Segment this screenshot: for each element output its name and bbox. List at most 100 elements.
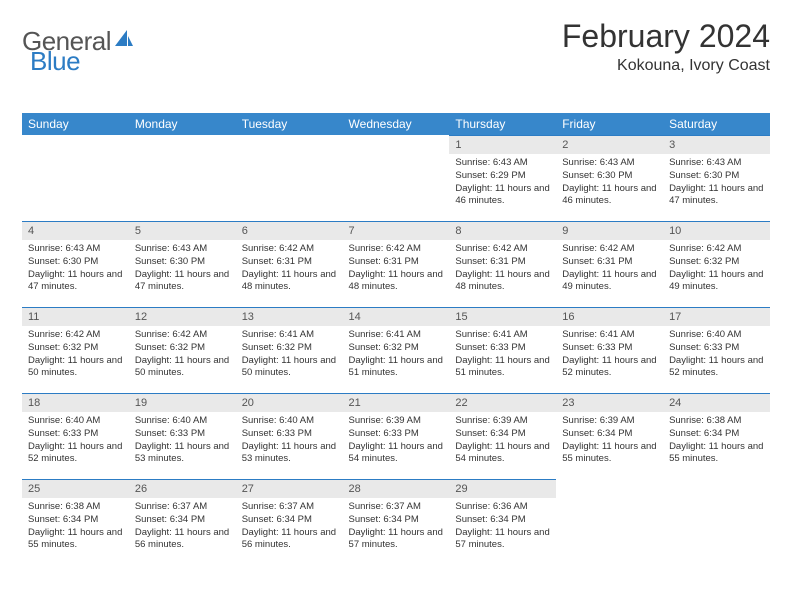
day-details: Sunrise: 6:40 AMSunset: 6:33 PMDaylight:… xyxy=(663,326,770,386)
calendar-cell: 29Sunrise: 6:36 AMSunset: 6:34 PMDayligh… xyxy=(449,479,556,565)
day-details: Sunrise: 6:36 AMSunset: 6:34 PMDaylight:… xyxy=(449,498,556,558)
title-block: February 2024 Kokouna, Ivory Coast xyxy=(562,18,770,75)
logo-sail-icon xyxy=(113,28,135,55)
calendar-cell: 14Sunrise: 6:41 AMSunset: 6:32 PMDayligh… xyxy=(343,307,450,393)
day-details: Sunrise: 6:37 AMSunset: 6:34 PMDaylight:… xyxy=(129,498,236,558)
calendar-cell: 28Sunrise: 6:37 AMSunset: 6:34 PMDayligh… xyxy=(343,479,450,565)
logo-blue-row: Blue xyxy=(30,46,80,77)
day-number: 23 xyxy=(556,393,663,412)
calendar-header-row: SundayMondayTuesdayWednesdayThursdayFrid… xyxy=(22,113,770,135)
day-number: 13 xyxy=(236,307,343,326)
day-number: 29 xyxy=(449,479,556,498)
calendar-cell: 16Sunrise: 6:41 AMSunset: 6:33 PMDayligh… xyxy=(556,307,663,393)
calendar-row: 11Sunrise: 6:42 AMSunset: 6:32 PMDayligh… xyxy=(22,307,770,393)
day-details: Sunrise: 6:43 AMSunset: 6:30 PMDaylight:… xyxy=(663,154,770,214)
day-details: Sunrise: 6:37 AMSunset: 6:34 PMDaylight:… xyxy=(236,498,343,558)
day-details: Sunrise: 6:38 AMSunset: 6:34 PMDaylight:… xyxy=(663,412,770,472)
month-title: February 2024 xyxy=(562,18,770,55)
day-details: Sunrise: 6:39 AMSunset: 6:33 PMDaylight:… xyxy=(343,412,450,472)
day-number: 14 xyxy=(343,307,450,326)
day-details: Sunrise: 6:43 AMSunset: 6:29 PMDaylight:… xyxy=(449,154,556,214)
calendar-cell: 23Sunrise: 6:39 AMSunset: 6:34 PMDayligh… xyxy=(556,393,663,479)
day-details: Sunrise: 6:42 AMSunset: 6:32 PMDaylight:… xyxy=(22,326,129,386)
day-number: 19 xyxy=(129,393,236,412)
day-number: 16 xyxy=(556,307,663,326)
day-details: Sunrise: 6:42 AMSunset: 6:32 PMDaylight:… xyxy=(129,326,236,386)
day-details: Sunrise: 6:41 AMSunset: 6:33 PMDaylight:… xyxy=(449,326,556,386)
calendar-cell xyxy=(663,479,770,565)
day-number: 10 xyxy=(663,221,770,240)
day-details: Sunrise: 6:42 AMSunset: 6:31 PMDaylight:… xyxy=(449,240,556,300)
day-number: 18 xyxy=(22,393,129,412)
day-details: Sunrise: 6:43 AMSunset: 6:30 PMDaylight:… xyxy=(556,154,663,214)
calendar-cell xyxy=(343,135,450,221)
calendar-cell: 13Sunrise: 6:41 AMSunset: 6:32 PMDayligh… xyxy=(236,307,343,393)
day-details: Sunrise: 6:41 AMSunset: 6:33 PMDaylight:… xyxy=(556,326,663,386)
day-number: 22 xyxy=(449,393,556,412)
day-number: 3 xyxy=(663,135,770,154)
calendar-table: SundayMondayTuesdayWednesdayThursdayFrid… xyxy=(22,113,770,565)
calendar-cell: 15Sunrise: 6:41 AMSunset: 6:33 PMDayligh… xyxy=(449,307,556,393)
day-details: Sunrise: 6:37 AMSunset: 6:34 PMDaylight:… xyxy=(343,498,450,558)
calendar-cell: 17Sunrise: 6:40 AMSunset: 6:33 PMDayligh… xyxy=(663,307,770,393)
calendar-row: 1Sunrise: 6:43 AMSunset: 6:29 PMDaylight… xyxy=(22,135,770,221)
calendar-cell: 12Sunrise: 6:42 AMSunset: 6:32 PMDayligh… xyxy=(129,307,236,393)
calendar-row: 4Sunrise: 6:43 AMSunset: 6:30 PMDaylight… xyxy=(22,221,770,307)
day-details: Sunrise: 6:41 AMSunset: 6:32 PMDaylight:… xyxy=(236,326,343,386)
calendar-cell xyxy=(22,135,129,221)
day-number: 2 xyxy=(556,135,663,154)
day-number: 15 xyxy=(449,307,556,326)
day-number: 9 xyxy=(556,221,663,240)
calendar-cell: 19Sunrise: 6:40 AMSunset: 6:33 PMDayligh… xyxy=(129,393,236,479)
day-number: 24 xyxy=(663,393,770,412)
weekday-header: Wednesday xyxy=(343,113,450,135)
day-details: Sunrise: 6:41 AMSunset: 6:32 PMDaylight:… xyxy=(343,326,450,386)
calendar-body: 1Sunrise: 6:43 AMSunset: 6:29 PMDaylight… xyxy=(22,135,770,565)
calendar-cell: 10Sunrise: 6:42 AMSunset: 6:32 PMDayligh… xyxy=(663,221,770,307)
day-details: Sunrise: 6:42 AMSunset: 6:31 PMDaylight:… xyxy=(556,240,663,300)
logo-text-blue: Blue xyxy=(30,46,80,76)
calendar-cell: 6Sunrise: 6:42 AMSunset: 6:31 PMDaylight… xyxy=(236,221,343,307)
calendar-cell: 25Sunrise: 6:38 AMSunset: 6:34 PMDayligh… xyxy=(22,479,129,565)
day-number: 20 xyxy=(236,393,343,412)
day-details: Sunrise: 6:39 AMSunset: 6:34 PMDaylight:… xyxy=(556,412,663,472)
day-details: Sunrise: 6:42 AMSunset: 6:31 PMDaylight:… xyxy=(236,240,343,300)
day-details: Sunrise: 6:40 AMSunset: 6:33 PMDaylight:… xyxy=(236,412,343,472)
day-number: 4 xyxy=(22,221,129,240)
day-details: Sunrise: 6:42 AMSunset: 6:32 PMDaylight:… xyxy=(663,240,770,300)
day-number: 6 xyxy=(236,221,343,240)
calendar-cell: 8Sunrise: 6:42 AMSunset: 6:31 PMDaylight… xyxy=(449,221,556,307)
calendar-cell: 26Sunrise: 6:37 AMSunset: 6:34 PMDayligh… xyxy=(129,479,236,565)
day-details: Sunrise: 6:39 AMSunset: 6:34 PMDaylight:… xyxy=(449,412,556,472)
calendar-cell xyxy=(236,135,343,221)
day-number: 28 xyxy=(343,479,450,498)
weekday-header: Saturday xyxy=(663,113,770,135)
header: General February 2024 Kokouna, Ivory Coa… xyxy=(22,18,770,75)
weekday-header: Tuesday xyxy=(236,113,343,135)
calendar-cell: 7Sunrise: 6:42 AMSunset: 6:31 PMDaylight… xyxy=(343,221,450,307)
day-number: 27 xyxy=(236,479,343,498)
calendar-cell: 5Sunrise: 6:43 AMSunset: 6:30 PMDaylight… xyxy=(129,221,236,307)
day-number: 26 xyxy=(129,479,236,498)
calendar-row: 18Sunrise: 6:40 AMSunset: 6:33 PMDayligh… xyxy=(22,393,770,479)
day-number: 5 xyxy=(129,221,236,240)
day-number: 8 xyxy=(449,221,556,240)
day-number: 25 xyxy=(22,479,129,498)
day-details: Sunrise: 6:43 AMSunset: 6:30 PMDaylight:… xyxy=(22,240,129,300)
day-number: 11 xyxy=(22,307,129,326)
calendar-cell: 18Sunrise: 6:40 AMSunset: 6:33 PMDayligh… xyxy=(22,393,129,479)
calendar-cell: 11Sunrise: 6:42 AMSunset: 6:32 PMDayligh… xyxy=(22,307,129,393)
day-details: Sunrise: 6:43 AMSunset: 6:30 PMDaylight:… xyxy=(129,240,236,300)
calendar-cell: 21Sunrise: 6:39 AMSunset: 6:33 PMDayligh… xyxy=(343,393,450,479)
calendar-cell: 24Sunrise: 6:38 AMSunset: 6:34 PMDayligh… xyxy=(663,393,770,479)
day-number: 17 xyxy=(663,307,770,326)
weekday-header: Friday xyxy=(556,113,663,135)
calendar-cell: 3Sunrise: 6:43 AMSunset: 6:30 PMDaylight… xyxy=(663,135,770,221)
calendar-cell: 4Sunrise: 6:43 AMSunset: 6:30 PMDaylight… xyxy=(22,221,129,307)
day-number: 12 xyxy=(129,307,236,326)
calendar-cell xyxy=(129,135,236,221)
calendar-cell: 2Sunrise: 6:43 AMSunset: 6:30 PMDaylight… xyxy=(556,135,663,221)
calendar-cell: 20Sunrise: 6:40 AMSunset: 6:33 PMDayligh… xyxy=(236,393,343,479)
calendar-cell: 22Sunrise: 6:39 AMSunset: 6:34 PMDayligh… xyxy=(449,393,556,479)
day-details: Sunrise: 6:40 AMSunset: 6:33 PMDaylight:… xyxy=(22,412,129,472)
